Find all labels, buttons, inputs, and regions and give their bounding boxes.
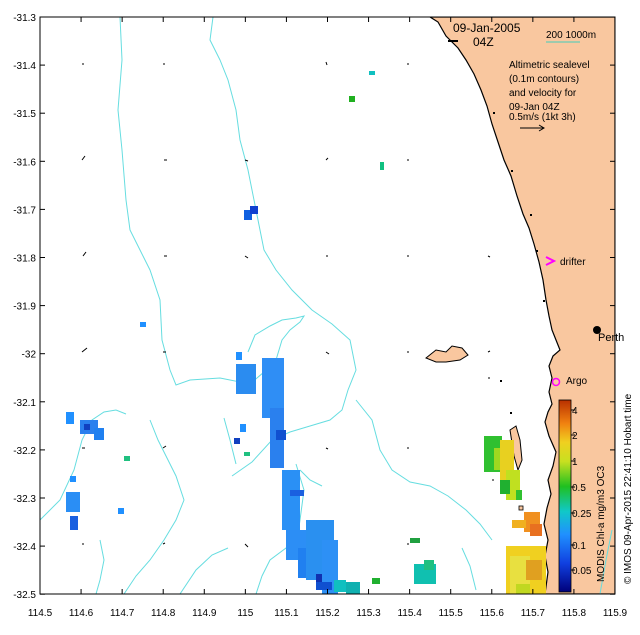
legend-text: Altimetric sealevel (0.1m contours) and … bbox=[509, 60, 590, 123]
title-time: 04Z bbox=[473, 35, 494, 49]
chlorophyll-patches bbox=[66, 71, 546, 594]
x-tick-label: 115.4 bbox=[397, 608, 422, 619]
legend-line-1: Altimetric sealevel bbox=[509, 60, 590, 71]
y-tick-label: -31.7 bbox=[13, 205, 36, 216]
drifter-label: drifter bbox=[560, 257, 586, 268]
x-tick-label: 115.7 bbox=[521, 608, 546, 619]
x-tick-label: 114.7 bbox=[110, 608, 135, 619]
x-tick-label: 115.1 bbox=[274, 608, 299, 619]
y-tick-label: -31.9 bbox=[13, 302, 36, 313]
legend-line-5: 0.5m/s (1kt 3h) bbox=[509, 112, 576, 123]
y-tick-label: -32.1 bbox=[13, 398, 36, 409]
coast-rocks bbox=[493, 112, 545, 414]
x-axis: 114.5 114.6 114.7 114.8 114.9 115 115.1 115.2 11… bbox=[28, 17, 628, 619]
y-tick-label: -32.5 bbox=[13, 590, 36, 601]
colorbar-tick-label: 0.5 bbox=[572, 483, 586, 494]
y-tick-label: -31.8 bbox=[13, 254, 36, 265]
rottnest-island bbox=[425, 345, 469, 363]
colorbar-ticks: 4 2 1 0.5 0.25 0.1 0.05 bbox=[571, 406, 592, 577]
x-tick-label: 115 bbox=[237, 608, 253, 619]
x-tick-label: 115.9 bbox=[603, 608, 628, 619]
scale-label: 200 1000m bbox=[546, 30, 596, 41]
colorbar bbox=[558, 399, 572, 593]
x-tick-label: 115.6 bbox=[480, 608, 505, 619]
y-axis: -31.3 -31.4 -31.5 -31.6 -31.7 -31.8 -31.9 -32 -3… bbox=[13, 13, 615, 601]
x-tick-label: 114.9 bbox=[192, 608, 217, 619]
title-date: 09-Jan-2005 bbox=[453, 21, 521, 35]
colorbar-tick-label: 1 bbox=[572, 457, 578, 468]
legend-line-2: (0.1m contours) bbox=[509, 74, 579, 85]
x-tick-label: 114.6 bbox=[69, 608, 94, 619]
colorbar-title: MODIS Chl-a mg/m3 OC3 bbox=[596, 465, 607, 582]
y-tick-label: -32.2 bbox=[13, 446, 36, 457]
colorbar-tick-label: 4 bbox=[572, 406, 578, 417]
y-tick-label: -31.5 bbox=[13, 109, 36, 120]
argo-label: Argo bbox=[566, 376, 588, 387]
x-tick-label: 115.3 bbox=[356, 608, 381, 619]
perth-label: Perth bbox=[598, 332, 624, 344]
colorbar-tick-label: 0.25 bbox=[572, 509, 592, 520]
legend-line-4: 09-Jan 04Z bbox=[509, 102, 560, 113]
y-tick-label: -31.4 bbox=[13, 61, 36, 72]
x-tick-label: 115.2 bbox=[315, 608, 340, 619]
legend-line-3: and velocity for bbox=[509, 88, 577, 99]
perth-dot-icon bbox=[593, 326, 601, 334]
y-tick-label: -32 bbox=[22, 350, 37, 361]
x-tick-label: 115.8 bbox=[562, 608, 587, 619]
argo-marker-icon bbox=[551, 377, 561, 387]
legend-arrow bbox=[520, 124, 545, 132]
sealevel-contours bbox=[40, 17, 613, 594]
velocity-arrows bbox=[81, 61, 494, 548]
small-island bbox=[518, 505, 524, 511]
y-tick-label: -32.4 bbox=[13, 542, 36, 553]
y-tick-label: -31.6 bbox=[13, 157, 36, 168]
drifter-marker-icon bbox=[545, 256, 557, 266]
x-tick-label: 114.5 bbox=[28, 608, 53, 619]
x-tick-label: 115.5 bbox=[439, 608, 464, 619]
colorbar-tick-label: 2 bbox=[572, 431, 578, 442]
x-tick-label: 114.8 bbox=[151, 608, 176, 619]
y-tick-label: -31.3 bbox=[13, 13, 36, 24]
colorbar-tick-label: 0.1 bbox=[572, 541, 586, 552]
colorbar-tick-label: 0.05 bbox=[572, 566, 592, 577]
credit-text: © IMOS 09-Apr-2015 22:41:10 Hobart time bbox=[623, 393, 634, 584]
y-tick-label: -32.3 bbox=[13, 494, 36, 505]
